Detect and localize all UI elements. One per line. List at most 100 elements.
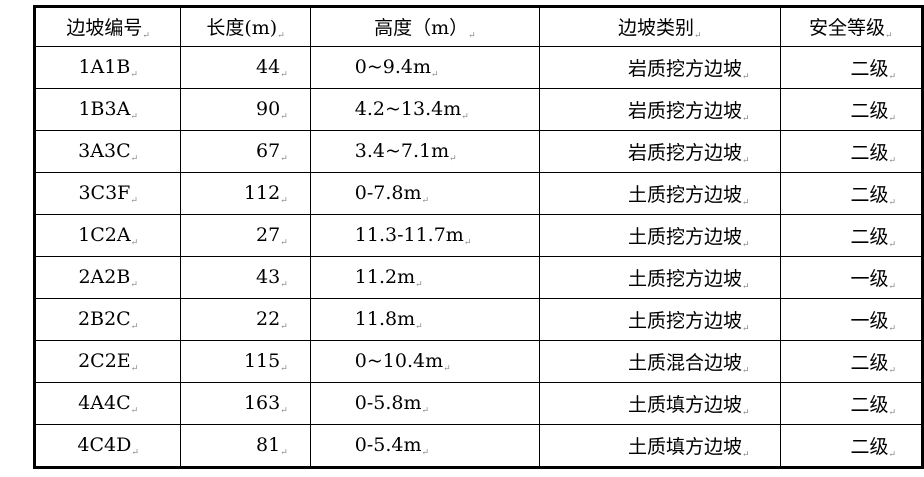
table-row: 2C2E 115 0~10.4m 土质混合边坡 二级: [33, 340, 923, 383]
cell-length: 115: [180, 340, 311, 383]
cell-safety-grade: 二级: [779, 46, 923, 89]
safety-grade-text: 二级: [850, 436, 896, 458]
safety-grade-text: 二级: [850, 58, 896, 80]
cell-slope-type: 土质挖方边坡: [539, 298, 781, 341]
cell-height: 0-5.4m: [309, 424, 541, 468]
safety-grade-text: 二级: [850, 142, 896, 164]
table-row: 1A1B 44 0~9.4m 岩质挖方边坡 二级: [33, 46, 923, 89]
cell-slope-id: 1A1B: [33, 46, 182, 89]
cell-safety-grade: 一级: [779, 256, 923, 299]
slope-id-text: 4A4C: [78, 392, 138, 414]
table-row: 4A4C 163 0-5.8m 土质填方边坡 二级: [33, 382, 923, 425]
cell-length: 112: [180, 172, 311, 215]
header-safety-grade: 安全等级: [779, 6, 923, 47]
cell-length: 22: [180, 298, 311, 341]
cell-safety-grade: 二级: [779, 130, 923, 173]
header-slope-id: 边坡编号: [33, 6, 182, 47]
header-length: 长度(m): [180, 6, 311, 47]
cell-safety-grade: 二级: [779, 424, 923, 468]
cell-length: 27: [180, 214, 311, 257]
length-text: 90: [256, 98, 288, 120]
cell-slope-id: 4C4D: [33, 424, 182, 468]
slope-type-text: 土质挖方边坡: [628, 268, 750, 290]
cell-slope-id: 2C2E: [33, 340, 182, 383]
cell-slope-type: 岩质挖方边坡: [539, 46, 781, 89]
slope-id-text: 2C2E: [78, 350, 138, 372]
slope-type-text: 土质填方边坡: [628, 394, 750, 416]
slope-id-text: 3A3C: [78, 140, 138, 162]
slope-type-text: 土质挖方边坡: [628, 226, 750, 248]
cell-safety-grade: 二级: [779, 172, 923, 215]
slope-type-text: 岩质挖方边坡: [628, 142, 750, 164]
slope-type-text: 土质填方边坡: [628, 436, 750, 458]
cell-height: 4.2~13.4m: [309, 88, 541, 131]
slope-type-text: 土质挖方边坡: [628, 310, 750, 332]
height-text: 0-7.8m: [355, 182, 429, 204]
cell-safety-grade: 二级: [779, 340, 923, 383]
safety-grade-text: 一级: [850, 268, 896, 290]
slope-type-text: 岩质挖方边坡: [628, 100, 750, 122]
cell-slope-type: 岩质挖方边坡: [539, 130, 781, 173]
cell-length: 81: [180, 424, 311, 468]
cell-slope-id: 2B2C: [33, 298, 182, 341]
slope-type-text: 岩质挖方边坡: [628, 58, 750, 80]
slope-id-text: 2A2B: [78, 266, 137, 288]
cell-slope-type: 土质挖方边坡: [539, 256, 781, 299]
height-text: 11.3-11.7m: [355, 224, 472, 246]
cell-length: 43: [180, 256, 311, 299]
cell-height: 11.8m: [309, 298, 541, 341]
slope-id-text: 1C2A: [78, 224, 138, 246]
cell-height: 0~10.4m: [309, 340, 541, 383]
length-text: 67: [256, 140, 288, 162]
cell-slope-id: 1B3A: [33, 88, 182, 131]
safety-grade-text: 二级: [850, 184, 896, 206]
cell-length: 67: [180, 130, 311, 173]
slope-type-text: 土质混合边坡: [628, 352, 750, 374]
safety-grade-text: 二级: [850, 394, 896, 416]
table-row: 3C3F 112 0-7.8m 土质挖方边坡 二级: [33, 172, 923, 215]
slope-id-text: 2B2C: [78, 308, 138, 330]
height-text: 0-5.8m: [355, 392, 429, 414]
cell-safety-grade: 一级: [779, 298, 923, 341]
cell-height: 3.4~7.1m: [309, 130, 541, 173]
slope-id-text: 1B3A: [78, 98, 137, 120]
table-row: 4C4D 81 0-5.4m 土质填方边坡 二级: [33, 424, 923, 468]
length-text: 22: [256, 308, 288, 330]
safety-grade-text: 一级: [850, 310, 896, 332]
table-row: 3A3C 67 3.4~7.1m 岩质挖方边坡 二级: [33, 130, 923, 173]
cell-slope-id: 4A4C: [33, 382, 182, 425]
slope-id-text: 3C3F: [78, 182, 137, 204]
height-text: 0-5.4m: [355, 434, 429, 456]
slope-table: 边坡编号 长度(m) 高度（m） 边坡类别 安全等级 1A1B 44 0~9.4m 岩…: [33, 5, 924, 469]
length-text: 112: [244, 182, 288, 204]
header-height: 高度（m）: [309, 6, 541, 47]
cell-safety-grade: 二级: [779, 382, 923, 425]
cell-slope-type: 土质填方边坡: [539, 424, 781, 468]
header-slope-type: 边坡类别: [539, 6, 781, 47]
height-text: 0~10.4m: [355, 350, 451, 372]
height-text: 4.2~13.4m: [355, 98, 469, 120]
slope-type-text: 土质挖方边坡: [628, 184, 750, 206]
length-text: 43: [256, 266, 288, 288]
slope-id-text: 1A1B: [78, 56, 137, 78]
cell-height: 0-5.8m: [309, 382, 541, 425]
height-text: 11.2m: [355, 266, 423, 288]
cell-height: 11.2m: [309, 256, 541, 299]
header-row: 边坡编号 长度(m) 高度（m） 边坡类别 安全等级: [33, 6, 923, 47]
table-row: 1C2A 27 11.3-11.7m 土质挖方边坡 二级: [33, 214, 923, 257]
safety-grade-text: 二级: [850, 226, 896, 248]
length-text: 81: [256, 434, 288, 456]
cell-slope-id: 1C2A: [33, 214, 182, 257]
cell-slope-id: 3A3C: [33, 130, 182, 173]
cell-height: 0-7.8m: [309, 172, 541, 215]
cell-slope-type: 土质挖方边坡: [539, 214, 781, 257]
cell-length: 90: [180, 88, 311, 131]
table-row: 1B3A 90 4.2~13.4m 岩质挖方边坡 二级: [33, 88, 923, 131]
height-text: 0~9.4m: [355, 56, 439, 78]
table-row: 2B2C 22 11.8m 土质挖方边坡 一级: [33, 298, 923, 341]
cell-length: 44: [180, 46, 311, 89]
cell-slope-type: 土质填方边坡: [539, 382, 781, 425]
cell-length: 163: [180, 382, 311, 425]
slope-id-text: 4C4D: [77, 434, 139, 456]
safety-grade-text: 二级: [850, 100, 896, 122]
